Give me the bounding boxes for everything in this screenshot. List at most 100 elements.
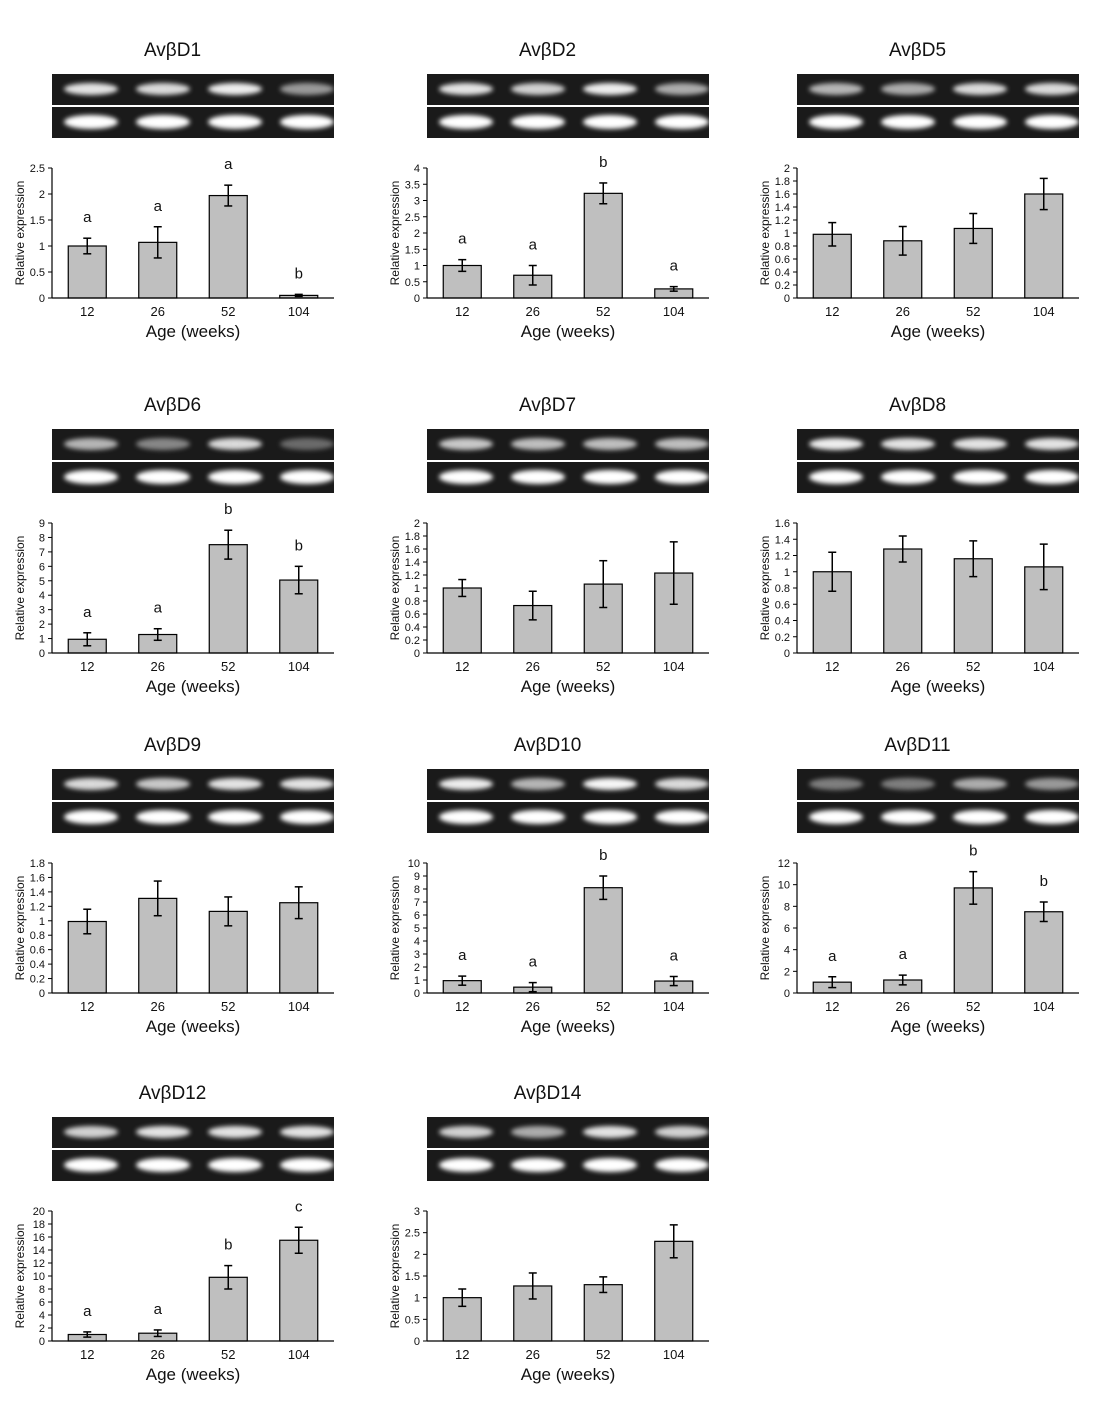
panel-title: AvβD14 <box>513 1083 582 1104</box>
significance-label: a <box>83 209 92 226</box>
gel-band <box>809 83 863 95</box>
gel-band <box>511 115 565 129</box>
significance-label: b <box>295 537 303 554</box>
panel-4: AvβD7 Relative expression 0 0.2 0.4 0.6 0.8 1 1.… <box>375 395 720 725</box>
y-tick-label: 16 <box>33 1232 45 1244</box>
y-tick-label: 0 <box>784 293 790 305</box>
gel-band <box>953 810 1007 824</box>
gel-band <box>809 115 863 129</box>
y-tick-label: 2 <box>414 518 420 530</box>
gel-band <box>511 1126 565 1138</box>
y-tick-label: 1.2 <box>405 570 420 582</box>
panel-title: AvβD8 <box>888 395 947 416</box>
gel-band <box>136 1126 190 1138</box>
y-tick-label: 1.5 <box>30 215 45 227</box>
y-tick-label: 0 <box>39 648 45 660</box>
y-tick-label: 10 <box>33 1271 45 1283</box>
y-tick-label: 1.4 <box>775 534 790 546</box>
y-tick-label: 2 <box>39 619 45 631</box>
gel-band <box>809 438 863 450</box>
bar <box>208 910 248 994</box>
gel-band <box>953 115 1007 129</box>
y-tick-label: 0.4 <box>405 622 420 634</box>
x-tick-label: 52 <box>221 304 235 319</box>
y-axis-label: Relative expression <box>758 876 772 981</box>
x-tick-label: 26 <box>151 304 165 319</box>
gel-band <box>511 1158 565 1172</box>
gel-target-strip <box>797 74 1079 105</box>
significance-label: a <box>154 1301 163 1318</box>
gel-band <box>583 778 637 790</box>
bar-chart: Relative expression 0 0.2 0.4 0.6 0.8 1 1.2 1.4 1… <box>758 518 1079 696</box>
x-tick-label: 12 <box>455 659 469 674</box>
y-tick-label: 3 <box>414 1206 420 1218</box>
x-tick-label: 52 <box>596 999 610 1014</box>
x-tick-label: 26 <box>151 999 165 1014</box>
bar <box>208 194 248 299</box>
x-tick-label: 104 <box>663 1347 685 1362</box>
gel-band <box>280 438 334 450</box>
x-tick-label: 12 <box>80 999 94 1014</box>
gel-band <box>439 1158 493 1172</box>
gel-band <box>64 438 118 450</box>
x-tick-label: 104 <box>663 999 685 1014</box>
gel-band <box>1025 470 1079 484</box>
bar <box>442 587 482 654</box>
y-tick-label: 1.2 <box>30 901 45 913</box>
gel-band <box>439 470 493 484</box>
gel-band <box>655 83 709 95</box>
y-tick-label: 0.4 <box>775 267 790 279</box>
y-tick-label: 1.2 <box>775 215 790 227</box>
gel-band <box>136 778 190 790</box>
x-tick-label: 26 <box>526 1347 540 1362</box>
y-tick-label: 1 <box>784 228 790 240</box>
y-tick-label: 10 <box>408 858 420 870</box>
bar <box>208 544 248 654</box>
gel-band <box>1025 115 1079 129</box>
y-tick-label: 0 <box>784 988 790 1000</box>
y-tick-label: 10 <box>778 880 790 892</box>
x-tick-label: 104 <box>1033 659 1055 674</box>
y-tick-label: 4 <box>39 590 45 602</box>
gel-target-strip <box>52 74 334 105</box>
y-tick-label: 0.2 <box>30 974 45 986</box>
gel-band <box>655 438 709 450</box>
gel-control-strip <box>52 107 334 138</box>
significance-label: a <box>670 947 679 964</box>
gel-band <box>208 778 262 790</box>
gel-band <box>136 115 190 129</box>
gel-target-strip <box>427 74 709 105</box>
y-tick-label: 1.6 <box>30 872 45 884</box>
x-tick-label: 12 <box>80 1347 94 1362</box>
gel-band <box>1025 438 1079 450</box>
gel-band <box>655 470 709 484</box>
gel-band <box>881 810 935 824</box>
y-tick-label: 0 <box>784 648 790 660</box>
y-tick-label: 0 <box>39 1336 45 1348</box>
gel-band <box>953 438 1007 450</box>
gel-band <box>881 470 935 484</box>
x-tick-label: 52 <box>596 1347 610 1362</box>
y-tick-label: 0.2 <box>405 635 420 647</box>
significance-label: b <box>224 503 232 518</box>
significance-label: a <box>83 1303 92 1320</box>
y-axis-label: Relative expression <box>13 1224 27 1329</box>
gel-image <box>797 769 1079 833</box>
y-axis-label: Relative expression <box>758 181 772 286</box>
gel-image <box>427 1117 709 1181</box>
gel-band <box>953 83 1007 95</box>
y-tick-label: 4 <box>414 936 420 948</box>
gel-band <box>583 1158 637 1172</box>
gel-image <box>427 429 709 493</box>
x-axis-label: Age (weeks) <box>521 677 615 696</box>
y-tick-label: 8 <box>784 901 790 913</box>
gel-band <box>439 438 493 450</box>
y-tick-label: 1 <box>414 975 420 987</box>
x-tick-label: 52 <box>596 659 610 674</box>
gel-band <box>64 778 118 790</box>
y-tick-label: 0.6 <box>405 609 420 621</box>
gel-band <box>655 810 709 824</box>
x-axis-label: Age (weeks) <box>891 322 985 341</box>
panel-title: AvβD7 <box>518 395 577 416</box>
gel-band <box>64 83 118 95</box>
